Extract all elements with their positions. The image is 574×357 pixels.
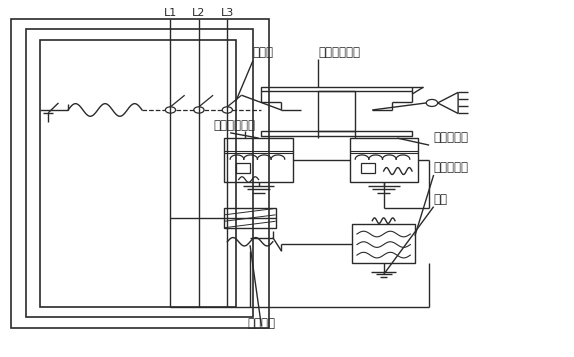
Bar	[224, 208, 276, 228]
Bar	[224, 138, 293, 182]
Bar	[11, 19, 269, 328]
Bar	[40, 40, 236, 307]
Bar	[236, 164, 250, 173]
Text: 自由脱扣机构: 自由脱扣机构	[318, 46, 360, 59]
Text: 按钮: 按钮	[434, 193, 448, 206]
Bar	[318, 91, 355, 131]
Text: L1: L1	[164, 7, 177, 17]
Bar	[261, 87, 412, 91]
Text: L2: L2	[192, 7, 205, 17]
Text: 过电流脱扣器: 过电流脱扣器	[213, 119, 255, 132]
Bar	[361, 164, 375, 173]
Text: 主触点: 主触点	[253, 46, 274, 59]
Bar	[261, 131, 412, 136]
Text: 失压脱扣器: 失压脱扣器	[434, 161, 468, 174]
Bar	[352, 224, 415, 263]
Bar	[350, 138, 418, 182]
Text: L3: L3	[220, 7, 234, 17]
Text: 分励脱扣器: 分励脱扣器	[434, 131, 468, 145]
Text: 热脱扣器: 热脱扣器	[247, 317, 275, 330]
Bar	[25, 29, 253, 317]
